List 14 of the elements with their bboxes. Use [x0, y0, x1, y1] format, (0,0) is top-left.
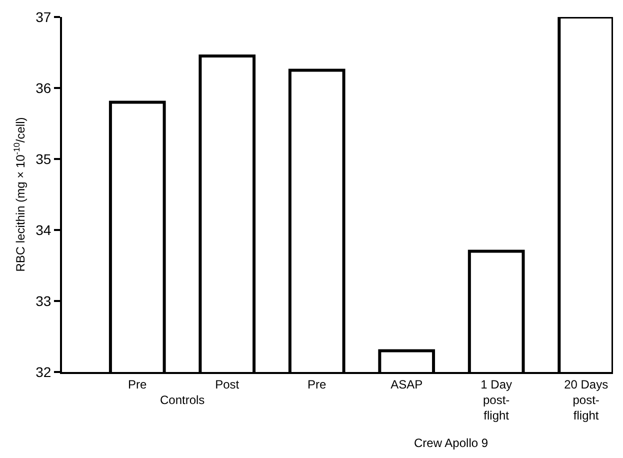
x-tick-label: 1 Day post- flight [480, 377, 512, 423]
x-tick-label: Post [215, 377, 240, 392]
x-tick-label: Pre [308, 377, 327, 392]
x-tick-label: 20 Days post- flight [564, 377, 608, 423]
y-tick-label: 35 [36, 150, 52, 167]
y-tick-label: 37 [36, 8, 52, 25]
text: Controls [160, 393, 205, 407]
y-tick-label: 34 [36, 222, 52, 238]
x-tick-label: Pre [128, 377, 148, 392]
y-tick-label: 33 [36, 292, 52, 309]
text: Crew Apollo 9 [414, 436, 488, 450]
y-tick-label: 36 [36, 80, 52, 96]
x-tick-label: ASAP [390, 377, 423, 392]
y-tick-label: 32 [36, 364, 52, 380]
